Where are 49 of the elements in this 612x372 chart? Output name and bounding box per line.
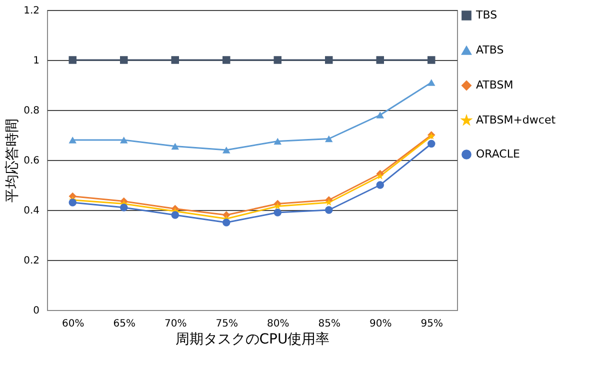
y-tick-label: 0.2 [24, 256, 40, 266]
point [171, 211, 179, 219]
point [325, 56, 333, 64]
point [120, 56, 128, 64]
point [68, 56, 76, 64]
y-axis-title: 平均応答時間 [4, 118, 21, 202]
legend-label: TBS [475, 8, 498, 22]
point [222, 218, 230, 226]
x-tick-label: 70% [164, 318, 187, 330]
point [120, 136, 128, 144]
point [376, 172, 384, 180]
point [68, 198, 76, 206]
point [274, 138, 282, 145]
point [376, 181, 384, 189]
legend-label: ORACLE [476, 148, 520, 160]
y-tick-label: 0.6 [24, 156, 40, 166]
y-tick-label: 0.8 [24, 106, 40, 116]
point [325, 206, 333, 214]
y-tick-label: 0.4 [24, 206, 40, 216]
x-tick-label: 85% [318, 318, 340, 330]
point [325, 135, 333, 142]
point [325, 198, 333, 206]
point [68, 136, 76, 144]
y-tick-label: 0 [33, 306, 40, 316]
y-tick-label: 1 [33, 56, 40, 66]
legend-label: ATBS [476, 44, 504, 56]
point [428, 79, 436, 86]
point [171, 56, 179, 64]
point [171, 142, 179, 150]
x-tick-label: 95% [420, 318, 443, 330]
point [376, 56, 384, 64]
point [222, 56, 230, 64]
y-tick-label: 1.2 [24, 6, 40, 16]
point [120, 204, 128, 212]
point [428, 140, 436, 148]
point [274, 208, 282, 216]
x-tick-label: 80% [267, 318, 290, 330]
legend-label: ATBSM+dwcet [476, 114, 556, 126]
point [428, 56, 436, 64]
x-tick-label: 90% [370, 318, 392, 330]
point [274, 56, 282, 64]
x-tick-label: 60% [62, 318, 84, 330]
point [222, 146, 230, 154]
x-axis-title: 周期タスクのCPU使用率 [175, 332, 330, 348]
x-tick-label: 65% [113, 318, 136, 330]
x-tick-label: 75% [216, 318, 238, 330]
point [376, 112, 384, 118]
point [274, 202, 282, 210]
legend-label: ATBSM [476, 78, 514, 92]
